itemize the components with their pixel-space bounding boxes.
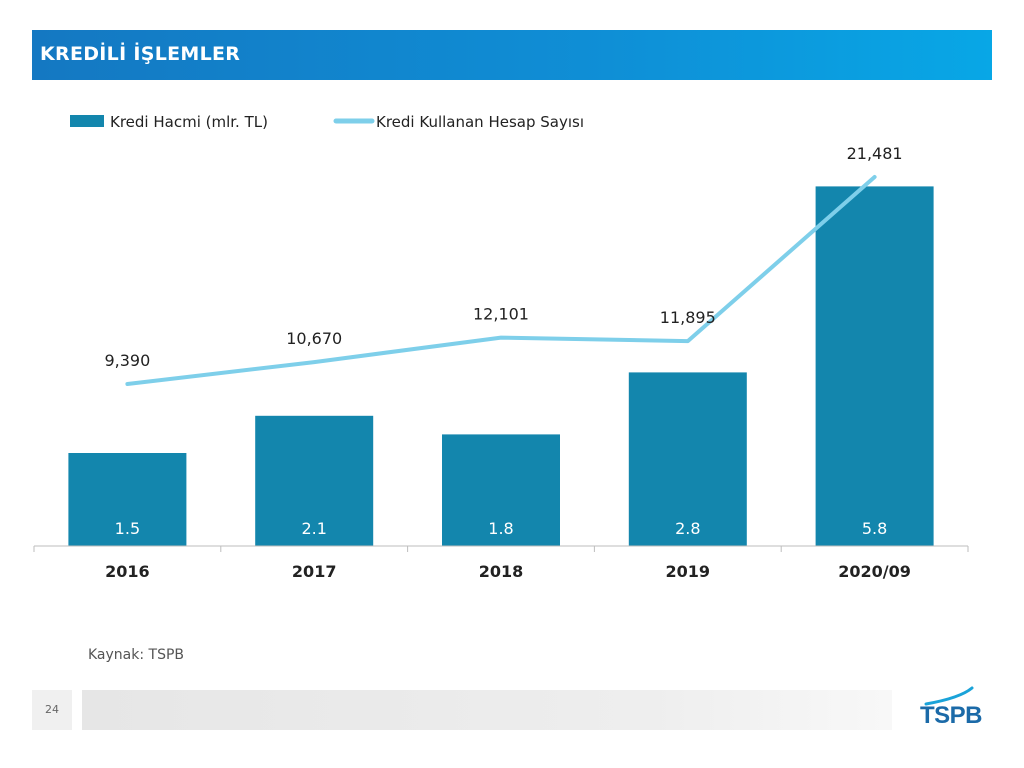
bar-data-label: 1.5 xyxy=(115,519,140,538)
line-data-label: 9,390 xyxy=(104,351,150,370)
bar-2017 xyxy=(255,415,374,546)
page-number-box: 24 xyxy=(32,690,72,730)
x-tick-label: 2019 xyxy=(666,562,711,581)
legend-bar-swatch xyxy=(70,115,104,127)
x-tick-label: 2016 xyxy=(105,562,150,581)
line-data-label: 11,895 xyxy=(660,308,716,327)
line-data-label: 21,481 xyxy=(847,144,903,163)
logo-text: TSPB xyxy=(920,702,983,729)
bar-2016 xyxy=(68,453,187,546)
bar-2018 xyxy=(442,434,560,546)
x-tick-label: 2020/09 xyxy=(838,562,911,581)
bar-data-label: 2.1 xyxy=(301,519,326,538)
title-bar: KREDİLİ İŞLEMLER xyxy=(32,30,992,80)
line-series xyxy=(125,175,877,386)
bar-2020/09 xyxy=(815,186,934,546)
bar-data-label: 2.8 xyxy=(675,519,700,538)
line-point xyxy=(686,339,690,343)
legend-bar-label: Kredi Hacmi (mlr. TL) xyxy=(110,113,268,131)
logo-swoosh-icon xyxy=(924,686,974,706)
line-point xyxy=(499,336,503,340)
line-point xyxy=(873,175,877,179)
tspb-logo: TSPB xyxy=(920,686,992,734)
line-data-label: 10,670 xyxy=(286,329,342,348)
x-tick-label: 2017 xyxy=(292,562,337,581)
chart: Kredi Hacmi (mlr. TL) Kredi Kullanan Hes… xyxy=(33,113,969,581)
line-point xyxy=(125,382,129,386)
page-number: 24 xyxy=(45,703,59,716)
bar-data-label: 5.8 xyxy=(862,519,887,538)
line-data-label: 12,101 xyxy=(473,305,529,324)
legend-line-label: Kredi Kullanan Hesap Sayısı xyxy=(376,113,584,131)
line-point xyxy=(312,360,316,364)
bar-data-label: 1.8 xyxy=(488,519,513,538)
bar-2019 xyxy=(628,372,747,546)
x-tick-label: 2018 xyxy=(479,562,524,581)
page-title: KREDİLİ İŞLEMLER xyxy=(40,43,241,65)
source-note: Kaynak: TSPB xyxy=(88,647,185,663)
footer-bar xyxy=(82,690,892,730)
